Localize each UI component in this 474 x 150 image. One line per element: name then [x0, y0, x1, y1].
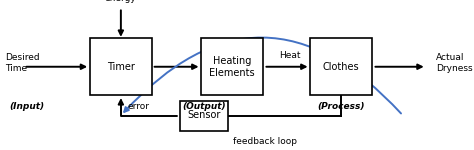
Text: (Process): (Process): [318, 102, 365, 111]
Text: (Input): (Input): [9, 102, 45, 111]
Text: Electrical
energy: Electrical energy: [100, 0, 142, 3]
Text: Heating
Elements: Heating Elements: [210, 56, 255, 78]
Text: (Output): (Output): [182, 102, 226, 111]
Text: Heat: Heat: [279, 51, 301, 60]
Bar: [180, 100, 228, 130]
Text: Timer: Timer: [107, 62, 135, 72]
Bar: [310, 38, 372, 95]
Text: feedback loop: feedback loop: [233, 137, 298, 146]
Text: Actual
Dryness: Actual Dryness: [436, 53, 473, 73]
Text: Clothes: Clothes: [323, 62, 360, 72]
Bar: [201, 38, 263, 95]
Bar: [90, 38, 152, 95]
Text: Desired
Time: Desired Time: [5, 53, 39, 73]
Text: error: error: [128, 102, 150, 111]
Text: Sensor: Sensor: [187, 111, 220, 120]
